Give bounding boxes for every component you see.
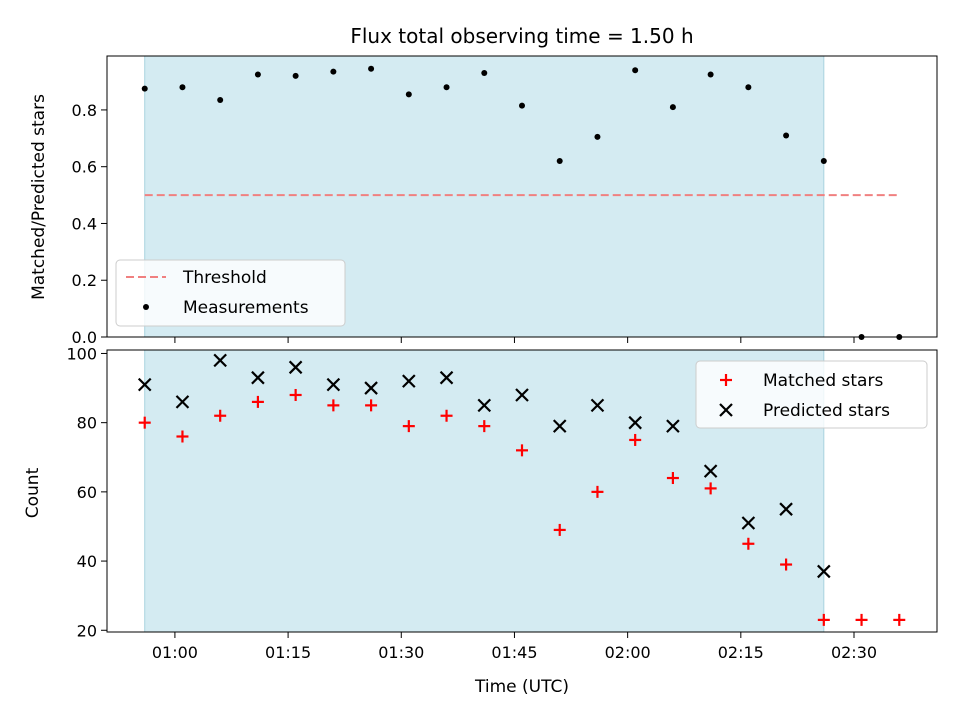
- predicted-star-point: [326, 377, 341, 392]
- measurement-point: [519, 102, 525, 109]
- predicted-star-point: [628, 415, 642, 430]
- bottom-x-tick-label: 01:30: [378, 643, 424, 662]
- bottom-y-tick-label: 60: [77, 483, 97, 502]
- chart-title: Flux total observing time = 1.50 h: [350, 24, 693, 48]
- bottom-y-tick-label: 100: [66, 344, 97, 363]
- matched-star-point: [478, 420, 491, 433]
- legend-predicted-label: Predicted stars: [763, 401, 890, 421]
- measurement-point: [330, 68, 337, 75]
- top-panel: 0.0 0.2 0.4 0.6 0.8 Threshold Measurements: [72, 55, 938, 347]
- matched-star-point: [629, 433, 642, 446]
- measurement-point: [217, 96, 224, 103]
- matched-star-point: [402, 420, 415, 433]
- predicted-star-point: [137, 377, 152, 392]
- legend-measurements-swatch: [143, 304, 149, 310]
- matched-star-point: [176, 430, 189, 443]
- matched-star-point: [138, 416, 151, 429]
- measurement-point: [179, 84, 186, 91]
- top-y-tick-label: 0.2: [72, 271, 97, 290]
- top-legend: Threshold Measurements: [115, 259, 346, 327]
- predicted-star-point: [590, 398, 605, 413]
- legend-measurements-label: Measurements: [183, 298, 309, 318]
- measurement-point: [594, 133, 601, 140]
- measurement-point: [669, 104, 676, 111]
- bottom-x-tick-label: 01:15: [265, 643, 311, 662]
- legend-threshold-label: Threshold: [182, 268, 267, 288]
- measurement-point: [481, 70, 488, 77]
- matched-star-point: [666, 472, 679, 485]
- matched-star-point: [855, 613, 868, 626]
- predicted-star-point: [439, 370, 454, 385]
- measurement-point: [254, 71, 261, 78]
- bottom-y-axis-label: Count: [23, 467, 43, 518]
- matched-star-point: [817, 613, 830, 626]
- matched-star-point: [780, 558, 793, 571]
- matched-star-point: [327, 399, 340, 412]
- measurement-point: [745, 84, 752, 91]
- predicted-star-point: [779, 502, 793, 516]
- matched-star-point: [365, 399, 378, 412]
- legend-matched-label: Matched stars: [763, 371, 883, 391]
- measurement-point: [141, 85, 148, 92]
- matched-star-point: [553, 523, 566, 536]
- matched-star-point: [742, 537, 755, 550]
- bottom-panel: 20 40 60 80 100 01:00 01:15 01:30 01:45 02:00 02:1…: [66, 344, 938, 662]
- predicted-star-point: [741, 516, 756, 530]
- measurement-point: [707, 71, 714, 78]
- matched-star-point: [440, 409, 453, 422]
- predicted-star-point: [515, 388, 529, 402]
- top-y-tick-label: 0.6: [72, 158, 97, 177]
- top-y-tick-label: 0.4: [72, 214, 97, 233]
- top-frame: [106, 55, 938, 338]
- measurement-point: [783, 132, 790, 139]
- predicted-star-point: [288, 360, 303, 375]
- top-y-tick-label: 0.8: [72, 101, 97, 120]
- matched-star-point: [289, 388, 302, 401]
- measurement-point: [405, 91, 412, 98]
- bottom-x-tick-label: 02:30: [831, 643, 877, 662]
- bottom-y-tick-label: 80: [77, 414, 97, 433]
- x-axis-label: Time (UTC): [474, 677, 569, 697]
- bottom-x-tick-label: 02:00: [605, 643, 651, 662]
- bottom-legend-box: [695, 360, 928, 429]
- bottom-x-tick-label: 01:45: [491, 643, 537, 662]
- measurement-point: [632, 67, 639, 74]
- predicted-star-point: [552, 419, 567, 433]
- top-y-axis-label: Matched/Predicted stars: [29, 94, 49, 300]
- matched-star-point: [893, 613, 906, 626]
- top-y-tick-label: 0.0: [72, 328, 97, 347]
- bottom-y-tick-label: 20: [77, 621, 97, 640]
- predicted-star-point: [402, 374, 416, 388]
- top-legend-box: [115, 259, 346, 327]
- matched-star-point: [214, 409, 227, 422]
- matched-star-point: [516, 444, 528, 457]
- predicted-star-point: [175, 395, 190, 409]
- predicted-star-point: [251, 370, 265, 385]
- predicted-star-point: [817, 564, 831, 579]
- bottom-legend: Matched stars Predicted stars: [695, 360, 928, 429]
- predicted-star-point: [666, 419, 680, 433]
- bottom-x-tick-label: 02:15: [718, 643, 764, 662]
- measurement-point: [292, 72, 299, 79]
- predicted-star-point: [477, 398, 492, 413]
- bottom-frame: [106, 349, 938, 633]
- measurement-point: [368, 65, 375, 72]
- measurement-point: [443, 84, 450, 91]
- matched-star-point: [704, 482, 717, 495]
- bottom-y-tick-label: 40: [77, 552, 97, 571]
- measurement-point: [556, 158, 563, 165]
- measurement-point: [820, 158, 827, 165]
- legend-predicted-swatch: [719, 403, 733, 417]
- legend-matched-swatch: [720, 374, 732, 386]
- bottom-x-tick-label: 01:00: [152, 643, 198, 662]
- matched-star-point: [591, 485, 604, 498]
- predicted-star-point: [213, 353, 227, 368]
- matched-star-point: [251, 395, 264, 408]
- predicted-star-point: [703, 464, 718, 478]
- predicted-star-point: [364, 381, 378, 395]
